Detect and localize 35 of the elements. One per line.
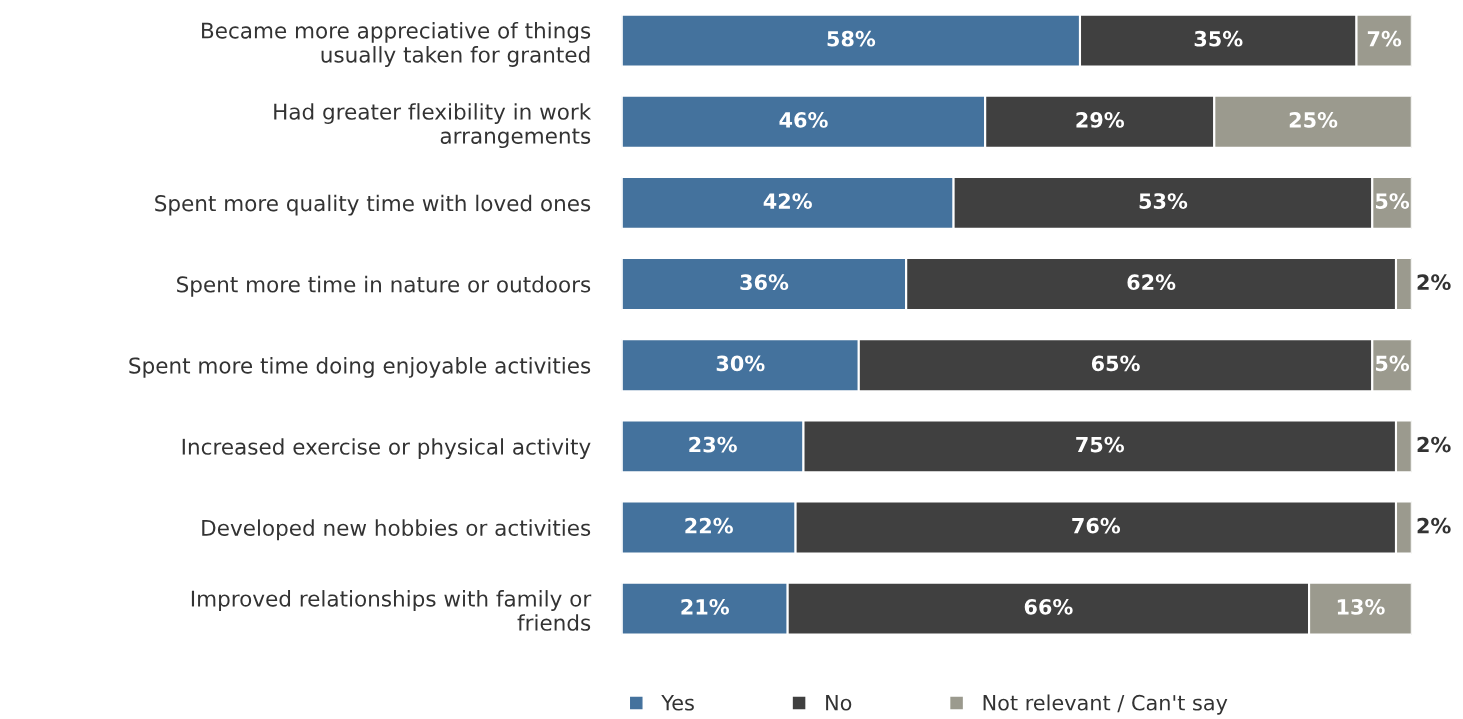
data-label: 23%	[689, 436, 737, 453]
data-label: 58%	[827, 30, 876, 47]
legend-label: Not relevant / Can't say	[983, 694, 1228, 715]
data-label: 46%	[779, 112, 828, 128]
data-label: 21%	[681, 598, 729, 615]
y-tick-label: Spent more time in nature or outdoors	[177, 275, 591, 297]
y-tick-label: Improved relationships with family or friends	[191, 590, 592, 631]
y-tick-label: Became more appreciative of things usually taken for granted	[202, 21, 591, 67]
y-tick-label: Increased exercise or physical activity	[182, 438, 591, 460]
legend-label: Yes	[661, 695, 694, 711]
data-label: 2%	[1417, 436, 1451, 453]
data-label: 5%	[1375, 355, 1410, 372]
y-tick-label: Spent more time doing enjoyable activities	[129, 357, 591, 378]
data-label: 13%	[1337, 598, 1385, 615]
data-label: 62%	[1127, 274, 1176, 291]
data-label: 7%	[1367, 30, 1402, 47]
data-label: 65%	[1091, 355, 1140, 372]
data-label: 2%	[1417, 517, 1451, 534]
y-tick-label: Had greater flexibility in work arrangements	[274, 103, 592, 149]
data-label: 36%	[740, 274, 789, 291]
legend-label: No	[826, 695, 852, 711]
data-label: 35%	[1194, 30, 1243, 47]
data-label: 75%	[1076, 436, 1125, 453]
data-label: 29%	[1076, 112, 1125, 128]
data-label: 66%	[1024, 598, 1073, 615]
data-label: 5%	[1375, 193, 1410, 209]
y-tick-label: Developed new hobbies or activities	[202, 519, 591, 541]
data-label: 42%	[763, 193, 812, 209]
data-label: 22%	[685, 517, 733, 534]
y-tick-label: Spent more quality time with loved ones	[155, 194, 591, 216]
data-label: 2%	[1417, 274, 1451, 291]
data-label: 30%	[716, 355, 765, 372]
data-label: 25%	[1289, 112, 1338, 128]
data-label: 53%	[1139, 193, 1188, 209]
data-label: 76%	[1072, 517, 1121, 534]
